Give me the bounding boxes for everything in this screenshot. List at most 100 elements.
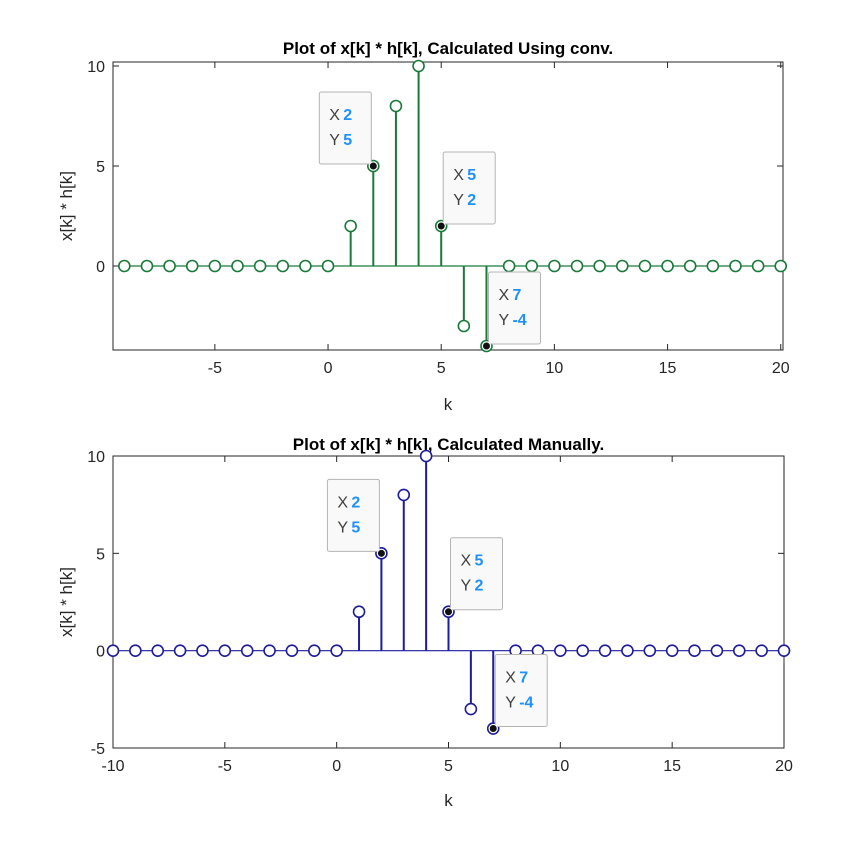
stem-marker — [208, 259, 222, 273]
data-tip: X 5Y 2 — [444, 537, 503, 617]
stem-marker — [615, 259, 629, 273]
stem-marker — [464, 702, 478, 716]
stem-marker — [643, 644, 657, 657]
stem-marker — [173, 644, 187, 657]
data-tip: X 7Y -4 — [481, 271, 541, 351]
stem-marker — [419, 449, 433, 463]
stem-marker — [344, 219, 357, 233]
stem-marker — [706, 259, 720, 273]
stem-marker — [218, 644, 232, 657]
y-axis-label: x[k] * h[k] — [57, 567, 76, 637]
stem-marker — [263, 644, 276, 657]
data-tip-x-label: X — [461, 553, 472, 570]
data-tip-x-value: 7 — [519, 670, 528, 687]
stem-marker — [732, 644, 746, 657]
stem-marker — [751, 259, 765, 273]
x-tick-label: -5 — [218, 758, 232, 775]
stem-marker — [412, 59, 425, 73]
stem-marker — [548, 259, 561, 273]
stem-marker — [688, 644, 701, 657]
data-tip-x-value: 2 — [351, 494, 360, 511]
stem-marker — [525, 259, 539, 273]
data-tip-y-label: Y — [453, 192, 464, 209]
stem-marker — [710, 644, 724, 657]
data-tip: X 7Y -4 — [488, 654, 548, 734]
data-tip-y-label: Y — [337, 519, 348, 536]
data-tip-y-label: Y — [329, 132, 340, 149]
data-tip-box — [326, 478, 380, 552]
stem-marker — [502, 259, 516, 273]
stem-marker — [570, 259, 584, 273]
data-tip-y-label: Y — [498, 312, 509, 329]
stem-marker — [457, 319, 471, 333]
y-tick-label: -5 — [91, 741, 105, 758]
data-tip-marker — [488, 724, 498, 734]
x-tick-label: -5 — [208, 360, 222, 377]
data-tip-y-value: 2 — [475, 578, 484, 595]
stem-marker — [593, 259, 606, 273]
stem-marker — [240, 644, 254, 657]
x-tick-label: 5 — [437, 360, 446, 377]
x-tick-label: 10 — [551, 758, 569, 775]
stem-marker — [638, 259, 652, 273]
x-tick-label: 5 — [444, 758, 453, 775]
stem-marker — [755, 644, 768, 657]
data-tip-y-value: 5 — [351, 519, 360, 536]
stem-marker — [397, 488, 411, 502]
stem-marker — [661, 259, 674, 273]
x-tick-label: 0 — [332, 758, 341, 775]
y-tick-label: 0 — [96, 644, 105, 661]
stem-marker — [129, 644, 142, 657]
data-tip: X 2Y 5 — [318, 91, 378, 171]
x-axis-label: k — [444, 395, 453, 414]
x-tick-label: 20 — [775, 758, 793, 775]
stem-marker — [163, 259, 176, 273]
y-axis-label: x[k] * h[k] — [57, 171, 76, 241]
data-tip-x-label: X — [329, 107, 340, 124]
y-tick-label: 0 — [96, 259, 105, 276]
data-tip-marker — [444, 607, 453, 617]
stem-marker — [665, 644, 679, 657]
x-tick-label: 15 — [663, 758, 681, 775]
data-tip-y-value: -4 — [512, 312, 526, 329]
axes-box — [112, 61, 784, 351]
stem-marker — [683, 259, 697, 273]
x-tick-label: 15 — [659, 360, 677, 377]
stem-marker — [774, 259, 788, 273]
data-tip-y-label: Y — [461, 578, 472, 595]
x-tick-label: -10 — [101, 758, 124, 775]
data-tip-x-label: X — [337, 494, 348, 511]
stem-marker — [276, 259, 290, 273]
data-tip-box — [494, 654, 548, 728]
stem-marker — [253, 259, 267, 273]
plot-title: Plot of x[k] * h[k], Calculated Using co… — [283, 39, 613, 58]
stem-marker — [554, 644, 567, 657]
stem-marker — [576, 644, 590, 657]
stem-marker — [598, 644, 612, 657]
data-tip-x-label: X — [453, 167, 464, 184]
plot-title: Plot of x[k] * h[k], Calculated Manually… — [293, 435, 604, 454]
data-tip-box — [318, 91, 372, 165]
data-tip-box — [442, 151, 496, 225]
manual-plot: Plot of x[k] * h[k], Calculated Manually… — [57, 435, 793, 810]
stem-marker — [621, 644, 634, 657]
y-tick-label: 10 — [87, 59, 105, 76]
data-tip-y-label: Y — [505, 695, 516, 712]
stem-marker — [777, 644, 791, 657]
data-tip-y-value: -4 — [519, 695, 533, 712]
x-tick-label: 10 — [545, 360, 563, 377]
stem-marker — [321, 259, 335, 273]
data-tip-y-value: 5 — [343, 132, 352, 149]
stem-marker — [106, 644, 120, 657]
stem-marker — [140, 259, 154, 273]
conv-plot: Plot of x[k] * h[k], Calculated Using co… — [57, 39, 790, 414]
stem-marker — [307, 644, 321, 657]
y-tick-label: 5 — [96, 546, 105, 563]
data-tip-y-value: 2 — [467, 192, 476, 209]
y-tick-label: 5 — [96, 159, 105, 176]
stem-marker — [389, 99, 403, 113]
stem-marker — [185, 259, 199, 273]
data-tip: X 2Y 5 — [326, 478, 386, 558]
